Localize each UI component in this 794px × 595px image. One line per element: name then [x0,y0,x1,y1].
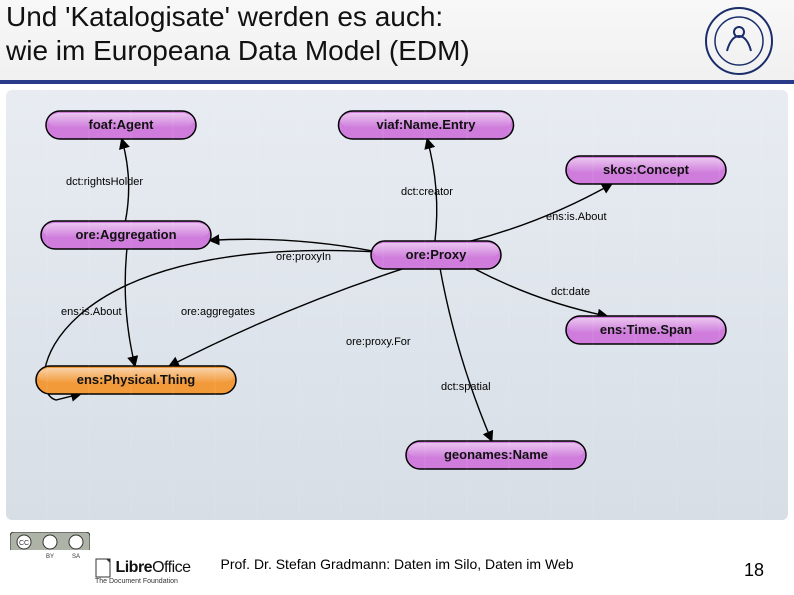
edge-label: ens:is.About [546,211,607,223]
title-line-1: Und 'Katalogisate' werden es auch: [6,1,443,32]
graph-node: viaf:Name.Entry [339,111,514,139]
graph-node: geonames:Name [406,441,586,469]
title-line-2: wie im Europeana Data Model (EDM) [6,35,470,66]
svg-text:skos:Concept: skos:Concept [603,162,690,177]
graph-node: foaf:Agent [46,111,196,139]
edge-label: ore:proxy.For [346,336,411,348]
graph-node: skos:Concept [566,156,726,184]
edge-label: dct:spatial [441,381,491,393]
slide-title: Und 'Katalogisate' werden es auch: wie i… [6,0,470,68]
svg-text:geonames:Name: geonames:Name [444,447,548,462]
graph-node: ore:Proxy [371,241,501,269]
page-number: 18 [744,560,764,581]
svg-text:ens:Time.Span: ens:Time.Span [600,322,692,337]
university-seal-icon [704,6,774,76]
svg-text:foaf:Agent: foaf:Agent [89,117,155,132]
edge-label: dct:date [551,286,590,298]
edge-label: dct:rightsHolder [66,176,143,188]
svg-text:viaf:Name.Entry: viaf:Name.Entry [377,117,477,132]
edge-label: dct:creator [401,186,453,198]
svg-text:ore:Aggregation: ore:Aggregation [75,227,176,242]
edge [125,249,135,367]
footer-caption: Prof. Dr. Stefan Gradmann: Daten im Silo… [0,556,794,572]
svg-text:ens:Physical.Thing: ens:Physical.Thing [77,372,196,387]
edge [440,269,492,442]
slide-header: Und 'Katalogisate' werden es auch: wie i… [0,0,794,84]
graph-node: ens:Physical.Thing [36,366,236,394]
graph-node: ore:Aggregation [41,221,211,249]
edm-network-diagram: dct:rightsHolder ore:proxyIn ore:aggregate… [6,90,788,520]
libreoffice-subline: The Document Foundation [95,578,191,585]
edge-label: ore:proxyIn [276,251,331,263]
edge-label: ens:is.About [61,306,122,318]
graph-node: ens:Time.Span [566,316,726,344]
edge-label: ore:aggregates [181,306,255,318]
edge [209,239,372,251]
svg-text:ore:Proxy: ore:Proxy [406,247,467,262]
diagram-stage: dct:rightsHolder ore:proxyIn ore:aggregate… [6,90,788,520]
svg-text:CC: CC [19,540,29,547]
